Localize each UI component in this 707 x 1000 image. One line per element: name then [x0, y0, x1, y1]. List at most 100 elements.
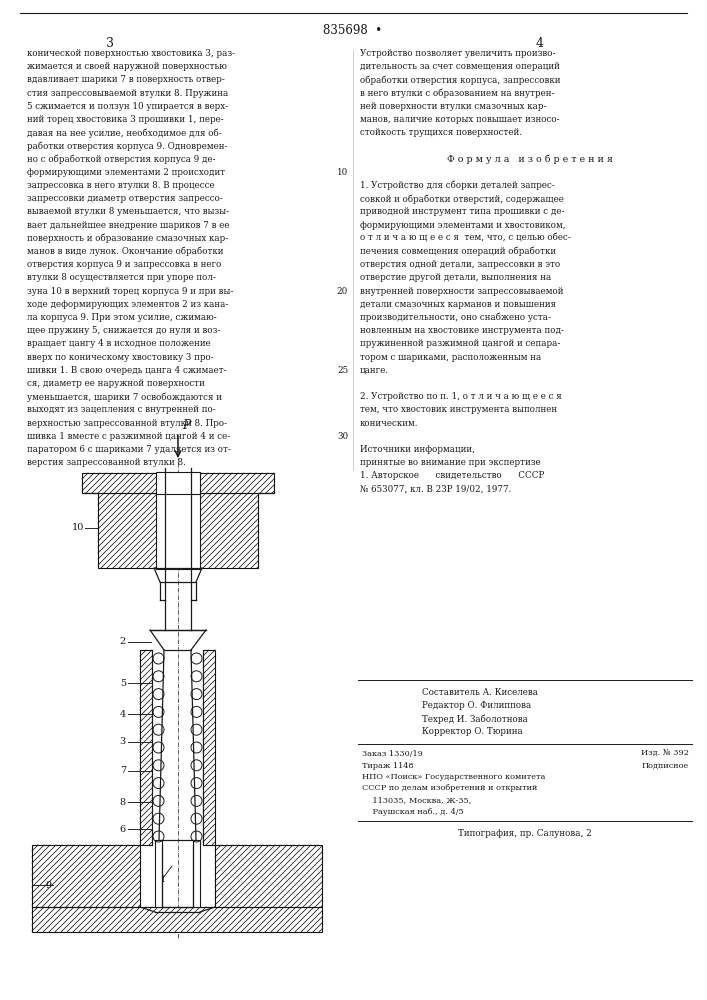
Text: запрессовки диаметр отверстия запрессо-: запрессовки диаметр отверстия запрессо- [27, 194, 223, 203]
FancyBboxPatch shape [140, 650, 152, 845]
Text: поверхность и образование смазочных кар-: поверхность и образование смазочных кар- [27, 234, 228, 243]
Text: № 653077, кл. В 23Р 19/02, 1977.: № 653077, кл. В 23Р 19/02, 1977. [360, 485, 511, 494]
Text: вверх по коническому хвостовику 3 про-: вверх по коническому хвостовику 3 про- [27, 353, 214, 362]
Text: жимается и своей наружной поверхностью: жимается и своей наружной поверхностью [27, 62, 227, 71]
Text: шивки 1. В свою очередь цанга 4 сжимает-: шивки 1. В свою очередь цанга 4 сжимает- [27, 366, 227, 375]
Text: Типография, пр. Салунова, 2: Типография, пр. Салунова, 2 [458, 829, 592, 838]
Text: ходе деформирующих элементов 2 из кана-: ходе деформирующих элементов 2 из кана- [27, 300, 228, 309]
Text: тем, что хвостовик инструмента выполнен: тем, что хвостовик инструмента выполнен [360, 405, 557, 414]
Text: тором с шариками, расположенным на: тором с шариками, расположенным на [360, 353, 542, 362]
Text: отверстие другой детали, выполнения на: отверстие другой детали, выполнения на [360, 273, 551, 282]
Text: коническим.: коническим. [360, 419, 419, 428]
Text: стия запрессовываемой втулки 8. Пружина: стия запрессовываемой втулки 8. Пружина [27, 89, 228, 98]
FancyBboxPatch shape [156, 472, 200, 494]
Text: новленным на хвостовике инструмента под-: новленным на хвостовике инструмента под- [360, 326, 564, 335]
Text: формирующими элементами и хвостовиком,: формирующими элементами и хвостовиком, [360, 221, 566, 230]
Text: 2. Устройство по п. 1, о т л и ч а ю щ е е с я: 2. Устройство по п. 1, о т л и ч а ю щ е… [360, 392, 562, 401]
Text: Составитель А. Киселева: Составитель А. Киселева [422, 688, 538, 697]
Text: верстия запрессованной втулки 8.: верстия запрессованной втулки 8. [27, 458, 186, 467]
Text: Корректор О. Тюрина: Корректор О. Тюрина [422, 727, 522, 736]
FancyBboxPatch shape [98, 493, 258, 568]
Text: 10: 10 [337, 168, 348, 177]
Text: 3: 3 [119, 737, 126, 746]
Text: 4: 4 [536, 37, 544, 50]
Text: 1: 1 [160, 876, 166, 884]
Text: 3: 3 [106, 37, 114, 50]
Text: детали смазочных карманов и повышения: детали смазочных карманов и повышения [360, 300, 556, 309]
Text: паратором 6 с шариками 7 удаляется из от-: паратором 6 с шариками 7 удаляется из от… [27, 445, 231, 454]
FancyBboxPatch shape [193, 840, 200, 907]
Text: Заказ 1330/19: Заказ 1330/19 [362, 750, 423, 758]
Text: Подписное: Подписное [642, 762, 689, 770]
Text: 4: 4 [119, 710, 126, 719]
Text: шивка 1 вместе с разжимной цангой 4 и се-: шивка 1 вместе с разжимной цангой 4 и се… [27, 432, 230, 441]
Text: верхностью запрессованной втулки 8. Про-: верхностью запрессованной втулки 8. Про- [27, 419, 227, 428]
Text: уменьшается, шарики 7 освобождаются и: уменьшается, шарики 7 освобождаются и [27, 392, 222, 402]
Text: Редактор О. Филиппова: Редактор О. Филиппова [422, 701, 531, 710]
Text: втулки 8 осуществляется при упоре пол-: втулки 8 осуществляется при упоре пол- [27, 273, 216, 282]
Text: принятые во внимание при экспертизе: принятые во внимание при экспертизе [360, 458, 541, 467]
FancyBboxPatch shape [82, 473, 274, 493]
Text: приводной инструмент типа прошивки с де-: приводной инструмент типа прошивки с де- [360, 207, 564, 216]
Text: стойкость трущихся поверхностей.: стойкость трущихся поверхностей. [360, 128, 522, 137]
Text: дительность за счет совмещения операций: дительность за счет совмещения операций [360, 62, 560, 71]
Text: Устройство позволяет увеличить произво-: Устройство позволяет увеличить произво- [360, 49, 556, 58]
Text: запрессовка в него втулки 8. В процессе: запрессовка в него втулки 8. В процессе [27, 181, 215, 190]
FancyBboxPatch shape [156, 492, 200, 569]
Text: 8: 8 [120, 798, 126, 807]
Text: ся, диаметр ее наружной поверхности: ся, диаметр ее наружной поверхности [27, 379, 205, 388]
Text: выходят из зацепления с внутренней по-: выходят из зацепления с внутренней по- [27, 405, 216, 414]
Text: но с обработкой отверстия корпуса 9 де-: но с обработкой отверстия корпуса 9 де- [27, 155, 216, 164]
Text: Техред И. Заболотнова: Техред И. Заболотнова [422, 714, 528, 724]
Text: зуна 10 в верхний торец корпуса 9 и при вы-: зуна 10 в верхний торец корпуса 9 и при … [27, 287, 233, 296]
Text: 7: 7 [119, 766, 126, 775]
Text: вает дальнейшее внедрение шариков 7 в ее: вает дальнейшее внедрение шариков 7 в ее [27, 221, 230, 230]
FancyBboxPatch shape [215, 845, 322, 907]
Text: ней поверхности втулки смазочных кар-: ней поверхности втулки смазочных кар- [360, 102, 547, 111]
Text: давая на нее усилие, необходимое для об-: давая на нее усилие, необходимое для об- [27, 128, 222, 138]
Text: вдавливает шарики 7 в поверхность отвер-: вдавливает шарики 7 в поверхность отвер- [27, 75, 225, 84]
Text: печения совмещения операций обработки: печения совмещения операций обработки [360, 247, 556, 256]
Text: внутренней поверхности запрессовываемой: внутренней поверхности запрессовываемой [360, 287, 563, 296]
Text: Тираж 1148: Тираж 1148 [362, 762, 414, 770]
Text: Раушская наб., д. 4/5: Раушская наб., д. 4/5 [362, 808, 464, 816]
Text: обработки отверстия корпуса, запрессовки: обработки отверстия корпуса, запрессовки [360, 75, 561, 85]
Text: 1. Авторское      свидетельство      СССР: 1. Авторское свидетельство СССР [360, 471, 544, 480]
Text: конической поверхностью хвостовика 3, раз-: конической поверхностью хвостовика 3, ра… [27, 49, 235, 58]
Text: щее пружину 5, снижается до нуля и воз-: щее пружину 5, снижается до нуля и воз- [27, 326, 221, 335]
Text: 30: 30 [337, 432, 348, 441]
Text: манов, наличие которых повышает износо-: манов, наличие которых повышает износо- [360, 115, 560, 124]
Text: цанге.: цанге. [360, 366, 389, 375]
Text: 6: 6 [120, 825, 126, 834]
Text: ла корпуса 9. При этом усилие, сжимаю-: ла корпуса 9. При этом усилие, сжимаю- [27, 313, 217, 322]
Text: производительности, оно снабжено уста-: производительности, оно снабжено уста- [360, 313, 551, 322]
Text: в него втулки с образованием на внутрен-: в него втулки с образованием на внутрен- [360, 89, 554, 98]
Text: работки отверстия корпуса 9. Одновремен-: работки отверстия корпуса 9. Одновремен- [27, 141, 228, 151]
Text: совкой и обработки отверстий, содержащее: совкой и обработки отверстий, содержащее [360, 194, 564, 204]
Text: 1. Устройство для сборки деталей запрес-: 1. Устройство для сборки деталей запрес- [360, 181, 555, 190]
Text: ний торец хвостовика 3 прошивки 1, пере-: ний торец хвостовика 3 прошивки 1, пере- [27, 115, 223, 124]
Text: вываемой втулки 8 уменьшается, что вызы-: вываемой втулки 8 уменьшается, что вызы- [27, 207, 229, 216]
Text: вращает цангу 4 в исходное положение: вращает цангу 4 в исходное положение [27, 339, 211, 348]
Text: НПО «Поиск» Государственного комитета: НПО «Поиск» Государственного комитета [362, 773, 545, 781]
Text: отверстия одной детали, запрессовки в это: отверстия одной детали, запрессовки в эт… [360, 260, 560, 269]
Text: P: P [182, 419, 190, 432]
Text: отверстия корпуса 9 и запрессовка в него: отверстия корпуса 9 и запрессовка в него [27, 260, 221, 269]
Text: пружиненной разжимной цангой и сепара-: пружиненной разжимной цангой и сепара- [360, 339, 561, 348]
Text: формирующими элементами 2 происходит: формирующими элементами 2 происходит [27, 168, 225, 177]
Text: о т л и ч а ю щ е е с я  тем, что, с целью обес-: о т л и ч а ю щ е е с я тем, что, с цель… [360, 234, 571, 243]
Text: 9: 9 [46, 880, 52, 890]
Text: 113035, Москва, Ж-35,: 113035, Москва, Ж-35, [362, 796, 472, 804]
Text: 5 сжимается и ползун 10 упирается в верх-: 5 сжимается и ползун 10 упирается в верх… [27, 102, 228, 111]
Text: манов в виде лунок. Окончание обработки: манов в виде лунок. Окончание обработки [27, 247, 223, 256]
Text: Источники информации,: Источники информации, [360, 445, 475, 454]
Text: Ф о р м у л а   и з о б р е т е н и я: Ф о р м у л а и з о б р е т е н и я [447, 155, 613, 164]
Text: 5: 5 [120, 679, 126, 688]
Text: Изд. № 392: Изд. № 392 [641, 750, 689, 758]
Text: СССР по делам изобретений и открытий: СССР по делам изобретений и открытий [362, 784, 537, 792]
FancyBboxPatch shape [203, 650, 215, 845]
Text: 10: 10 [71, 524, 84, 532]
Text: 2: 2 [119, 638, 126, 647]
FancyBboxPatch shape [155, 840, 162, 907]
Text: 25: 25 [337, 366, 348, 375]
